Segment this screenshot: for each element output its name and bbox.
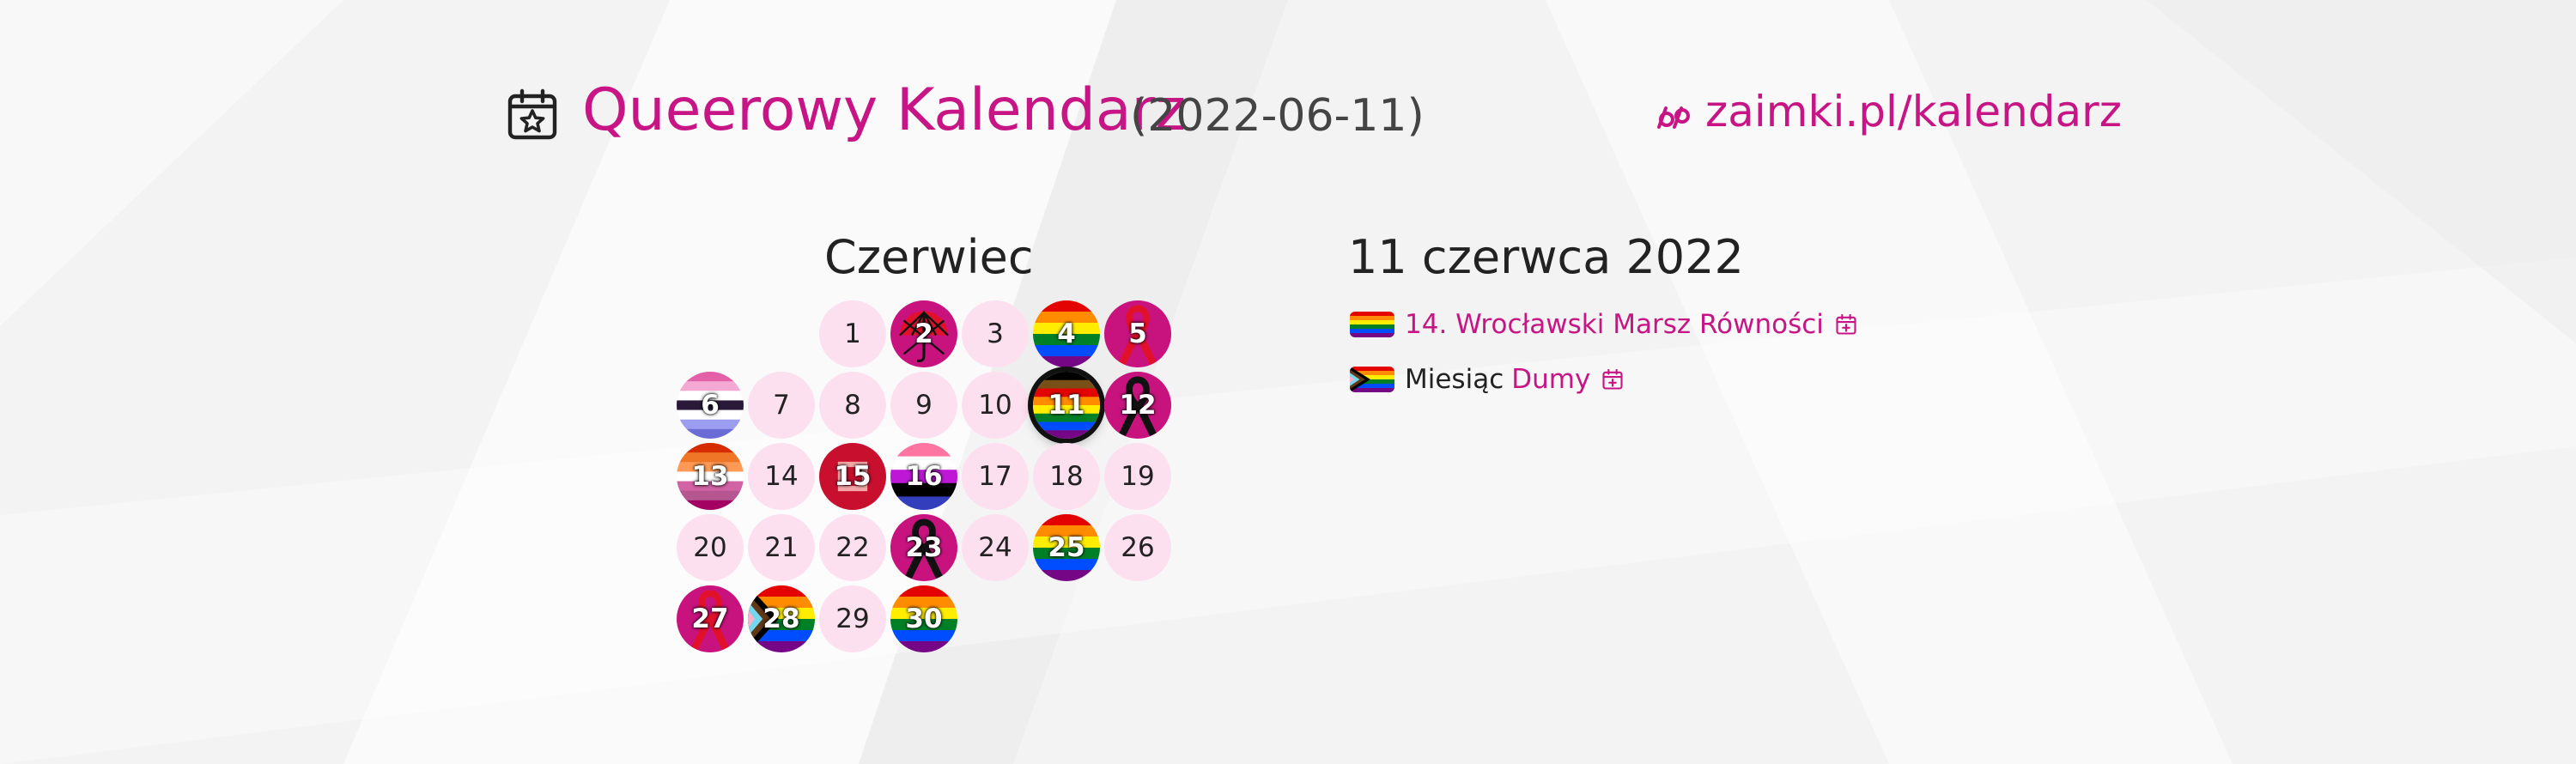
event-prefix: Miesiąc	[1405, 364, 1504, 395]
calendar-day-number: 10	[978, 390, 1012, 421]
calendar-day-number: 8	[844, 390, 861, 421]
genderfluid-flag-icon	[890, 443, 957, 510]
calendar-day-number: 25	[1048, 532, 1085, 563]
calendar-day[interactable]: 19	[1104, 443, 1171, 510]
calendar-star-icon	[507, 88, 557, 140]
black-ribbon-flag-icon	[890, 514, 957, 581]
calendar-day-number: 27	[691, 603, 729, 634]
calendar-day-number: 5	[1128, 318, 1147, 349]
calendar-day-number: 24	[978, 532, 1012, 563]
calendar-day[interactable]: 3	[962, 300, 1029, 367]
calendar-day-number: 19	[1121, 461, 1155, 492]
calendar-day[interactable]: 30	[890, 585, 957, 652]
black-ribbon-flag-icon	[1104, 372, 1171, 439]
calendar-day[interactable]: 1	[819, 300, 886, 367]
calendar-day[interactable]: 14	[748, 443, 815, 510]
event-link[interactable]: 14. Wrocławski Marsz Równości	[1405, 309, 1824, 340]
event-item: Miesiąc Dumy	[1350, 361, 1625, 398]
event-link[interactable]: Dumy	[1511, 364, 1591, 395]
calendar-day-number: 21	[764, 532, 799, 563]
calendar-day-number: 9	[915, 390, 933, 421]
philly-rainbow-flag-icon	[1033, 372, 1100, 439]
calendar-day-number: 13	[691, 461, 729, 492]
rainbow-flag-icon	[1033, 514, 1100, 581]
selected-day-heading: 11 czerwca 2022	[1348, 230, 1744, 284]
calendar-day-number: 16	[905, 461, 943, 492]
event-flag	[1350, 312, 1394, 337]
calendar-day-number: 28	[762, 603, 800, 634]
page-title: Queerowy Kalendarz	[582, 76, 1187, 144]
calendar-day-number: 4	[1057, 318, 1076, 349]
site-link[interactable]: zaimki.pl/kalendarz	[1705, 87, 2122, 136]
rainbow-flag-icon	[890, 585, 957, 652]
calendar-day-today[interactable]: 11	[1033, 372, 1100, 439]
event-flag	[1350, 367, 1394, 392]
calendar-day[interactable]: 20	[677, 514, 744, 581]
calendar-day[interactable]: 7	[748, 372, 815, 439]
red-umbrella-flag-icon	[890, 300, 957, 367]
calendar-day[interactable]: 29	[819, 585, 886, 652]
calendar-day[interactable]: 22	[819, 514, 886, 581]
calendar-add-icon[interactable]	[1601, 367, 1625, 391]
calendar-day-number: 17	[978, 461, 1012, 492]
month-name: Czerwiec	[824, 230, 1034, 284]
rainbow-flag-icon	[1350, 312, 1394, 337]
calendar-day-number: 26	[1121, 532, 1155, 563]
calendar-day-number: 18	[1049, 461, 1084, 492]
demiboy-flag-icon	[677, 372, 744, 439]
calendar-day-number: 11	[1048, 390, 1085, 421]
calendar-day[interactable]: 23	[890, 514, 957, 581]
calendar-day[interactable]: 28	[748, 585, 815, 652]
calendar-day-number: 7	[773, 390, 790, 421]
red-square-flag-icon	[819, 443, 886, 510]
calendar-day[interactable]: 16	[890, 443, 957, 510]
calendar-day[interactable]: 18	[1033, 443, 1100, 510]
event-item: 14. Wrocławski Marsz Równości	[1350, 306, 1858, 343]
calendar-day[interactable]: 2	[890, 300, 957, 367]
calendar-day[interactable]: 17	[962, 443, 1029, 510]
calendar-day-number: 23	[905, 532, 943, 563]
calendar-day-number: 20	[693, 532, 727, 563]
calendar-day[interactable]: 15	[819, 443, 886, 510]
calendar-day[interactable]: 26	[1104, 514, 1171, 581]
calendar-day[interactable]: 12	[1104, 372, 1171, 439]
calendar-day[interactable]: 13	[677, 443, 744, 510]
calendar-day-number: 2	[914, 318, 933, 349]
calendar-day-number: 29	[835, 603, 870, 634]
calendar-day[interactable]: 5	[1104, 300, 1171, 367]
calendar-day-number: 12	[1119, 390, 1157, 421]
rainbow-flag-icon	[1033, 300, 1100, 367]
progress-flag-icon	[748, 585, 815, 652]
calendar-day[interactable]: 4	[1033, 300, 1100, 367]
calendar-day-number: 14	[764, 461, 799, 492]
calendar-add-icon[interactable]	[1834, 312, 1858, 337]
zaimki-logo-icon	[1657, 106, 1690, 129]
progress-flag-icon	[1350, 367, 1394, 392]
red-ribbon-flag-icon	[677, 585, 744, 652]
calendar-day[interactable]: 25	[1033, 514, 1100, 581]
calendar-day[interactable]: 9	[890, 372, 957, 439]
calendar-day-number: 15	[834, 461, 872, 492]
calendar-day[interactable]: 8	[819, 372, 886, 439]
calendar-day-number: 3	[987, 318, 1004, 349]
calendar-day-number: 30	[905, 603, 943, 634]
calendar-day-number: 1	[844, 318, 861, 349]
lesbian-flag-icon	[677, 443, 744, 510]
current-date: (2022-06-11)	[1130, 90, 1425, 142]
calendar-day[interactable]: 10	[962, 372, 1029, 439]
calendar-day-number: 6	[701, 390, 720, 421]
calendar-day[interactable]: 21	[748, 514, 815, 581]
red-ribbon-flag-icon	[1104, 300, 1171, 367]
calendar-day[interactable]: 24	[962, 514, 1029, 581]
calendar-day-number: 22	[835, 532, 870, 563]
calendar-day[interactable]: 27	[677, 585, 744, 652]
calendar-day[interactable]: 6	[677, 372, 744, 439]
